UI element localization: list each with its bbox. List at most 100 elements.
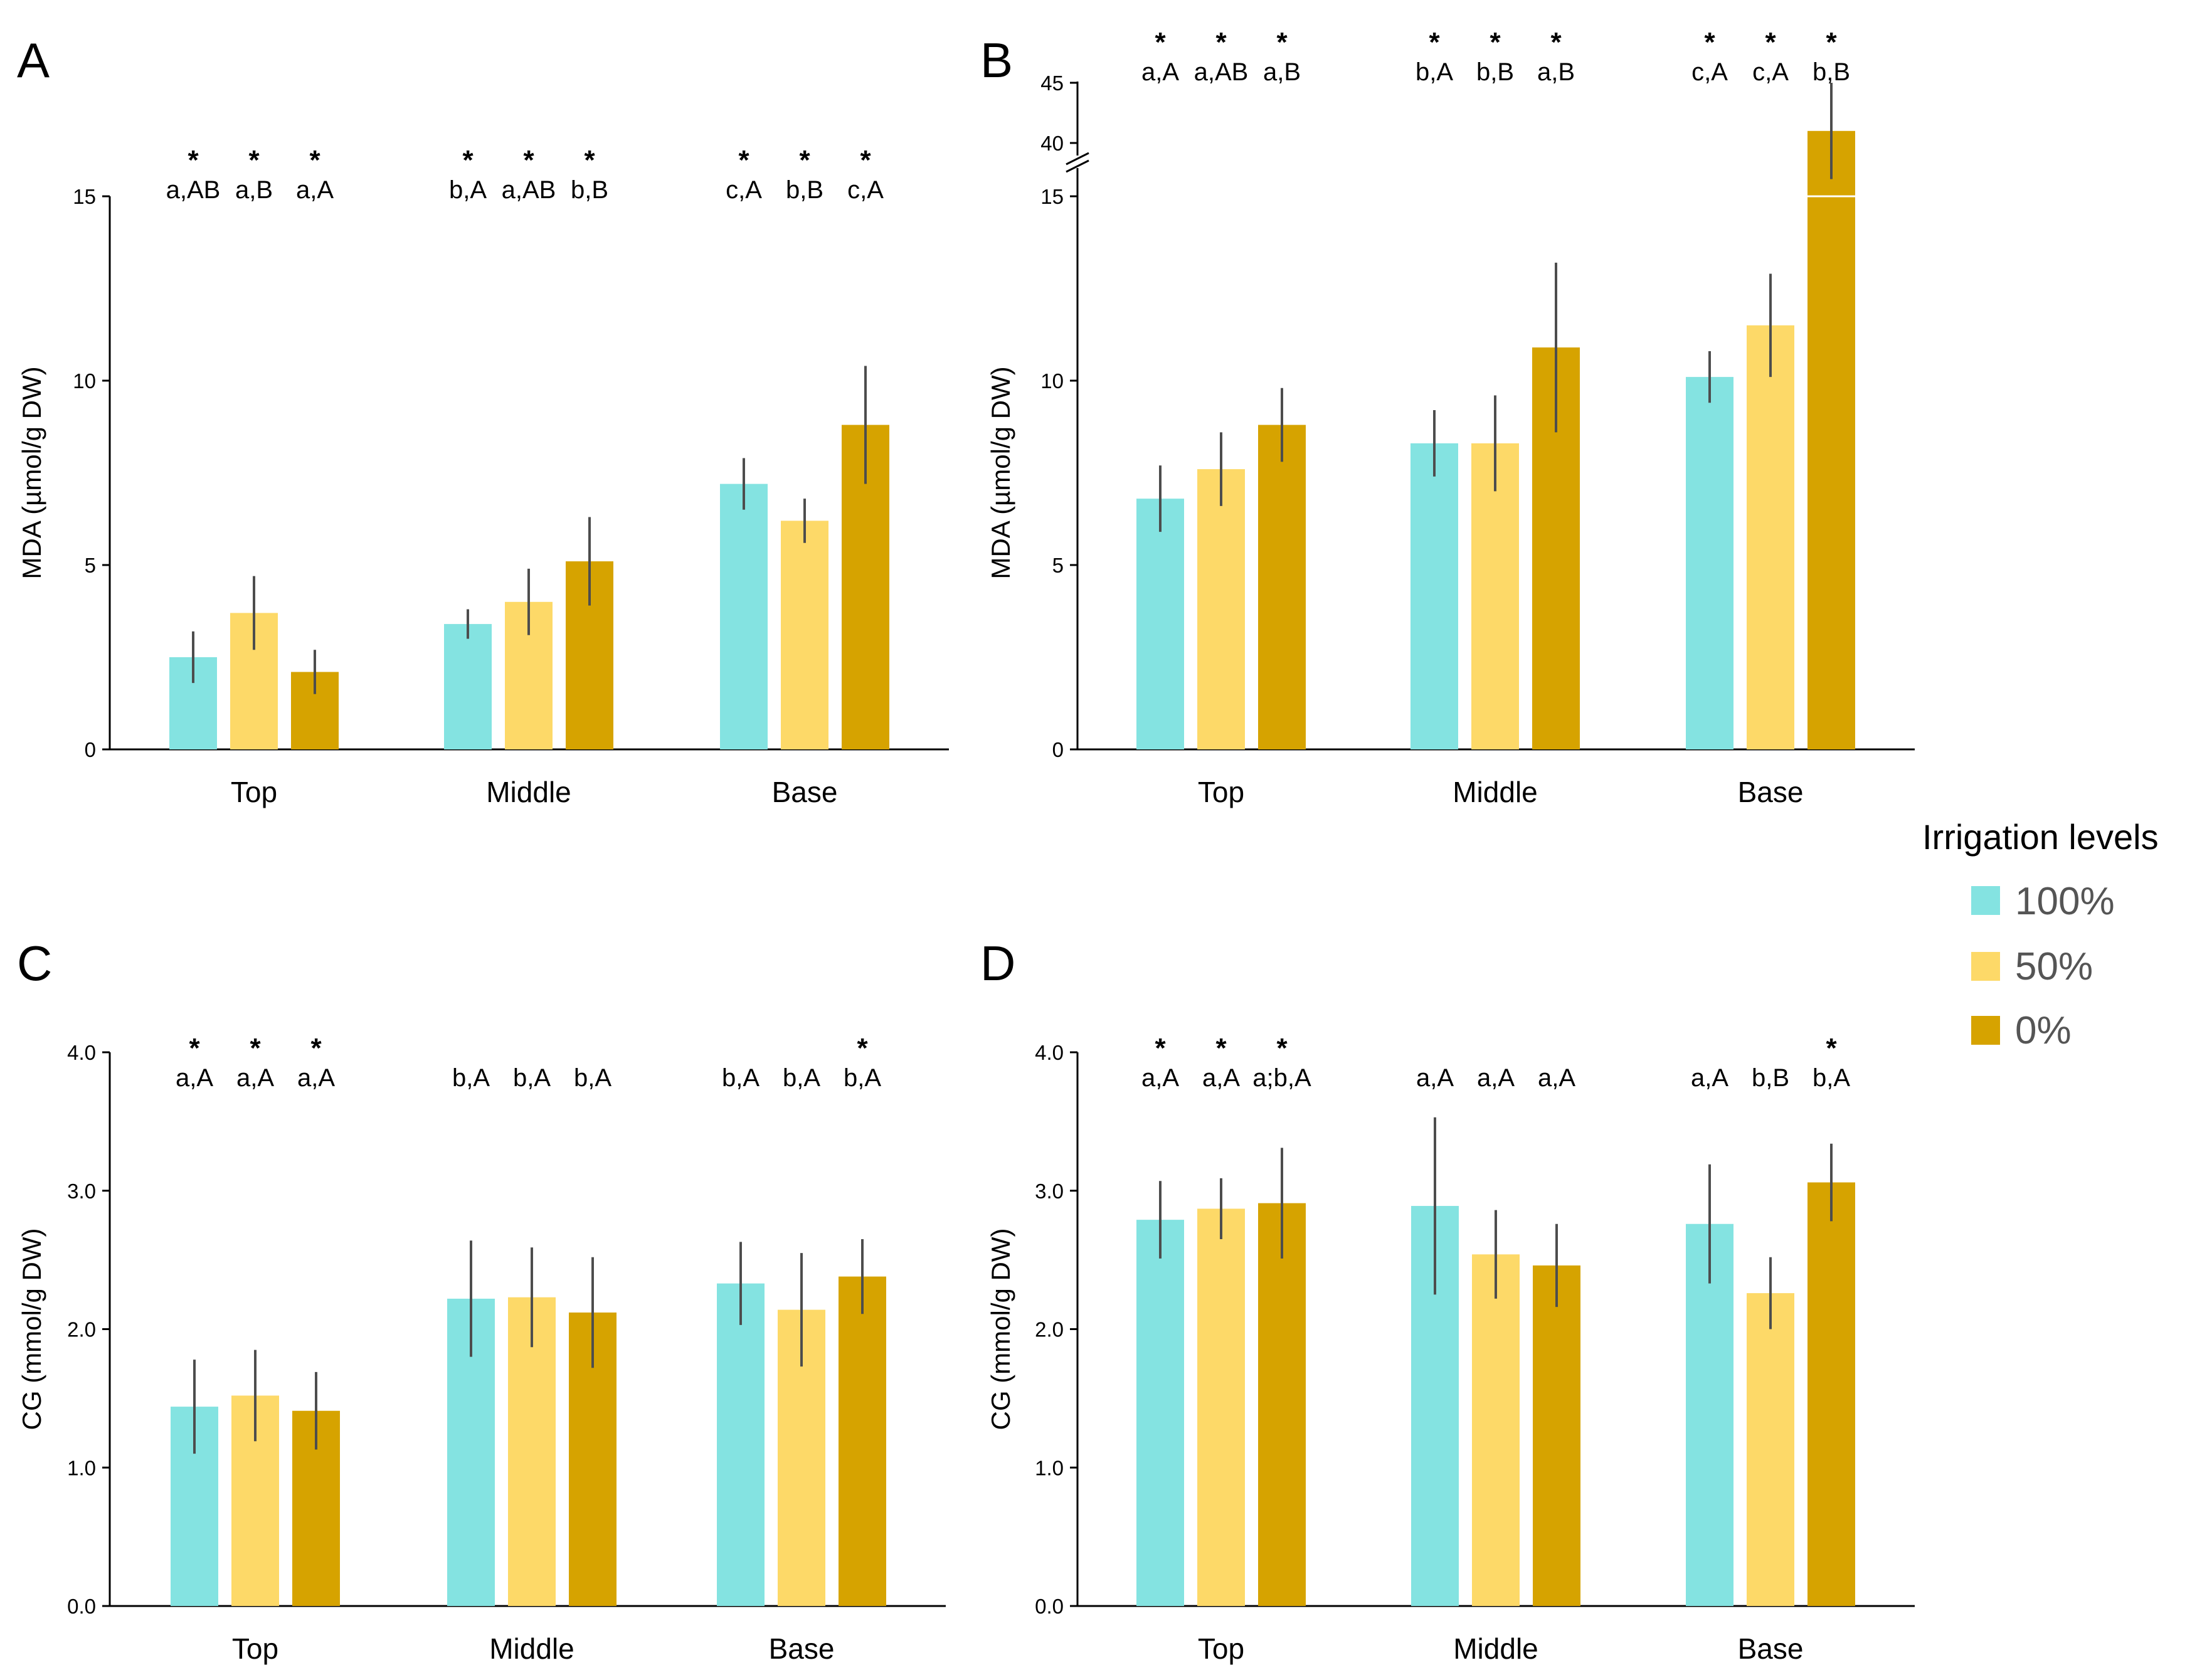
significance-star: * [1155,1033,1166,1064]
panel-letter: A [17,33,50,88]
y-tick-label: 0.0 [67,1595,96,1618]
significance-star: * [1215,27,1227,58]
bar-100pct-top [1136,499,1184,749]
y-tick-label: 15 [1040,185,1064,208]
significance-letters: b,B [1752,1064,1789,1092]
bar-50pct-base [1747,1293,1794,1606]
bar-100pct-base [717,1283,765,1606]
bar-100pct-top [1136,1220,1184,1606]
significance-letters: b,A [449,176,487,204]
category-label: Top [1198,776,1244,808]
significance-star: * [860,145,871,176]
significance-letters: c,A [1691,58,1728,86]
bar-100pct-base [720,483,768,749]
significance-letters: b,B [1476,58,1514,86]
category-label: Middle [1453,776,1538,808]
significance-letters: b,A [513,1064,551,1092]
bar-0pct-top [1258,425,1306,749]
significance-letters: b,A [722,1064,759,1092]
category-label: Middle [486,776,571,808]
panel-letter: B [980,33,1013,88]
significance-letters: a,B [1537,58,1575,86]
significance-letters: a,A [1141,1064,1179,1092]
bar-100pct-middle [444,624,492,749]
significance-letters: a,AB [1194,58,1249,86]
legend-label-0: 0% [2015,1009,2072,1052]
significance-star: * [1826,1033,1837,1064]
bar-50pct-base [1747,325,1794,749]
bar-50pct-middle [1471,443,1519,749]
y-tick-label: 5 [1052,554,1064,577]
bar-50pct-middle [1472,1254,1520,1606]
significance-letters: a,A [297,1064,335,1092]
significance-star: * [250,1033,261,1064]
panel-C: C0.01.02.03.04.0CG (mmol/g DW)Topa,A*a,A… [17,936,946,1665]
axis-break-mark [1066,159,1089,173]
significance-letters: b,A [1416,58,1453,86]
category-label: Base [769,1632,835,1665]
y-axis-label: CG (mmol/g DW) [17,1228,46,1430]
significance-letters: a,A [1202,1064,1240,1092]
category-label: Base [772,776,838,808]
significance-letters: b,A [452,1064,490,1092]
significance-star: * [462,145,474,176]
significance-star: * [584,145,595,176]
bar-100pct-base [1686,1223,1733,1606]
legend-title: Irrigation levels [1922,817,2159,857]
significance-letters: a,AB [502,176,556,204]
legend-swatch-0 [1971,1016,2000,1045]
category-label: Middle [1453,1632,1538,1665]
category-label: Middle [489,1632,574,1665]
y-axis-label: MDA (µmol/g DW) [986,366,1015,579]
significance-letters: a,B [1263,58,1301,86]
significance-star: * [1704,27,1715,58]
bar-50pct-top [1197,469,1245,749]
significance-star: * [1276,1033,1288,1064]
bar-0pct-middle [1533,1265,1580,1606]
y-tick-label: 1.0 [1035,1456,1064,1479]
significance-star: * [857,1033,868,1064]
axis-break-mark [1066,152,1089,166]
significance-star: * [1155,27,1166,58]
y-axis-label: MDA (µmol/g DW) [17,366,46,579]
significance-letters: a,A [1416,1064,1454,1092]
legend-label-100: 100% [2015,880,2115,923]
significance-letters: a,A [176,1064,213,1092]
significance-star: * [1276,27,1288,58]
y-tick-label-upper: 40 [1040,132,1064,155]
legend-swatch-100 [1971,886,2000,915]
significance-letters: a,A [1141,58,1179,86]
bar-0pct-base [1807,1182,1855,1606]
significance-letters: a,A [1477,1064,1515,1092]
legend: Irrigation levels 100% 50% 0% [1922,817,2159,1052]
bar-100pct-base [1686,377,1733,749]
category-label: Base [1738,776,1804,808]
significance-letters: b,A [574,1064,611,1092]
significance-letters: a,AB [166,176,221,204]
y-tick-label: 2.0 [1035,1318,1064,1341]
significance-star: * [248,145,260,176]
significance-star: * [1765,27,1776,58]
panel-D: D0.01.02.03.04.0CG (mmol/g DW)Topa,A*a,A… [980,936,1915,1665]
significance-letters: a,A [1538,1064,1575,1092]
significance-star: * [1215,1033,1227,1064]
panel-letter: D [980,936,1015,991]
bar-0pct-base [1807,130,1855,750]
significance-star: * [523,145,534,176]
y-tick-label: 0.0 [1035,1595,1064,1618]
significance-letters: b,A [1813,1064,1850,1092]
legend-label-50: 50% [2015,945,2093,988]
significance-letters: b,B [786,176,823,204]
significance-letters: a;b,A [1252,1064,1311,1092]
y-tick-label: 4.0 [67,1041,96,1064]
y-tick-label: 2.0 [67,1318,96,1341]
y-tick-label: 3.0 [1035,1180,1064,1203]
category-label: Top [232,1632,278,1665]
significance-letters: b,B [571,176,608,204]
significance-star: * [1826,27,1837,58]
bar-50pct-middle [508,1297,556,1606]
y-axis-label: CG (mmol/g DW) [986,1228,1015,1430]
significance-star: * [1429,27,1440,58]
y-tick-label: 0 [1052,738,1064,761]
